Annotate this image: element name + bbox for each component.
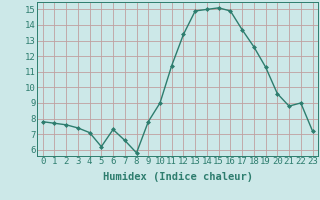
X-axis label: Humidex (Indice chaleur): Humidex (Indice chaleur)	[103, 172, 252, 182]
